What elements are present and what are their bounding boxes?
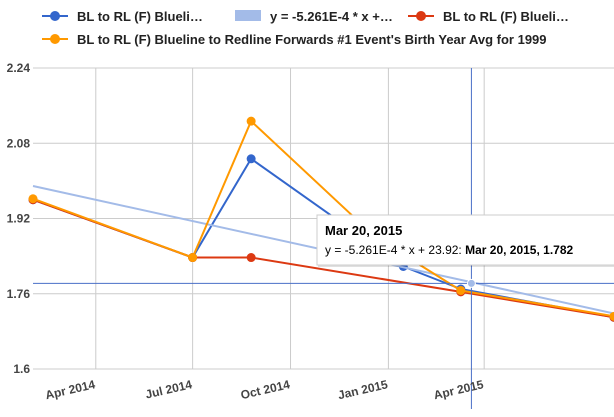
- legend-item-3[interactable]: BL to RL (F) Blueli…: [408, 9, 569, 24]
- data-point: [246, 253, 256, 263]
- legend-marker: [416, 11, 426, 21]
- y-tick-label: 2.24: [7, 61, 31, 75]
- data-point: [609, 311, 614, 321]
- x-tick-label: Oct 2014: [239, 377, 291, 402]
- data-point: [188, 253, 198, 263]
- legend-label: BL to RL (F) Blueli…: [77, 9, 203, 24]
- x-tick-label: Jan 2015: [337, 377, 390, 402]
- legend-label: BL to RL (F) Blueline to Redline Forward…: [77, 32, 547, 47]
- legend-label: BL to RL (F) Blueli…: [443, 9, 569, 24]
- tooltip-value: Mar 20, 2015, 1.782: [465, 243, 573, 257]
- y-tick-label: 1.76: [7, 287, 31, 301]
- series-line-4: [32, 120, 614, 318]
- legend-item-4[interactable]: BL to RL (F) Blueline to Redline Forward…: [42, 32, 547, 47]
- x-tick-label: Apr 2014: [44, 377, 97, 402]
- tooltip-title: Mar 20, 2015: [325, 223, 402, 238]
- legend-marker: [50, 11, 60, 21]
- x-tick-label: Apr 2015: [432, 377, 485, 402]
- legend: BL to RL (F) Blueli… y = -5.261E-4 * x +……: [42, 9, 569, 47]
- legend-swatch: [235, 10, 261, 21]
- highlighted-point[interactable]: [466, 278, 476, 288]
- y-tick-label: 1.92: [7, 212, 31, 226]
- tooltip-label: y = -5.261E-4 * x + 23.92:: [325, 243, 465, 257]
- y-tick-label: 1.6: [13, 362, 30, 376]
- tooltip-background: [316, 214, 614, 266]
- data-point: [246, 116, 256, 126]
- x-tick-label: Jul 2014: [144, 377, 194, 401]
- tooltip-box: Mar 20, 2015 y = -5.261E-4 * x + 23.92: M…: [316, 214, 614, 267]
- legend-label: y = -5.261E-4 * x +…: [270, 9, 393, 24]
- tooltip-body: y = -5.261E-4 * x + 23.92: Mar 20, 2015,…: [325, 243, 574, 257]
- data-point: [28, 194, 38, 204]
- legend-item-2[interactable]: y = -5.261E-4 * x +…: [235, 9, 393, 24]
- data-point: [456, 285, 466, 295]
- legend-marker: [50, 34, 60, 44]
- y-tick-label: 2.08: [7, 136, 31, 150]
- legend-item-1[interactable]: BL to RL (F) Blueli…: [42, 9, 203, 24]
- tooltip: Mar 20, 2015 y = -5.261E-4 * x + 23.92: M…: [316, 214, 614, 267]
- data-point: [246, 154, 256, 164]
